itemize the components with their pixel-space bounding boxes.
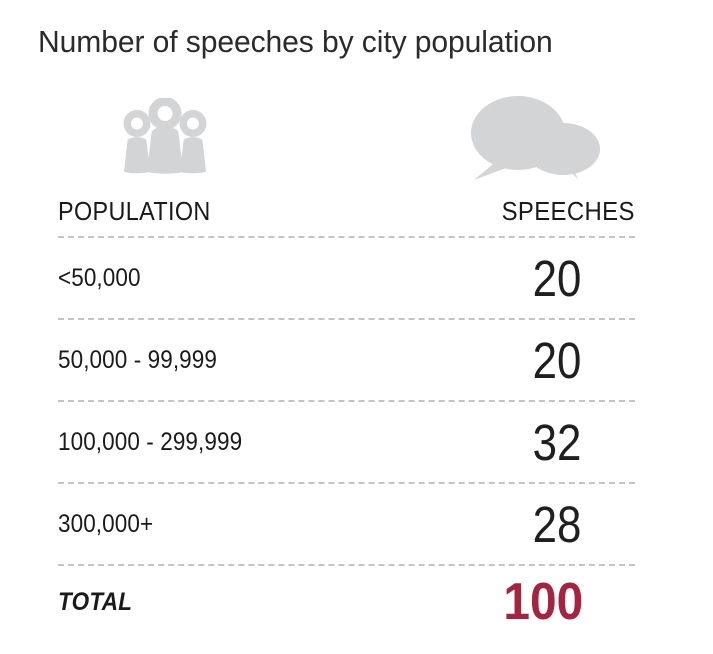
icon-band	[0, 92, 713, 180]
row-divider	[58, 482, 635, 484]
row-divider	[58, 400, 635, 402]
speeches-value: 20	[532, 331, 582, 389]
population-label: 300,000+	[58, 509, 154, 538]
page-title: Number of speeches by city population	[38, 24, 553, 59]
table-row: 50,000 - 99,999 20	[58, 320, 635, 400]
speeches-table: POPULATION SPEECHES <50,000 20 50,000 - …	[58, 186, 635, 638]
total-value: 100	[503, 573, 584, 631]
speeches-value: 20	[532, 249, 582, 307]
table-total-row: TOTAL 100	[58, 566, 635, 638]
people-group-icon	[113, 97, 217, 179]
total-label: TOTAL	[58, 587, 133, 616]
speeches-value: 32	[532, 413, 582, 471]
population-label: <50,000	[58, 263, 141, 292]
row-divider	[58, 236, 635, 238]
column-header-population: POPULATION	[58, 195, 211, 226]
table-row: 100,000 - 299,999 32	[58, 402, 635, 482]
population-label: 100,000 - 299,999	[58, 427, 243, 456]
row-divider	[58, 318, 635, 320]
population-label: 50,000 - 99,999	[58, 345, 217, 374]
speech-bubbles-icon	[468, 92, 600, 185]
row-divider	[58, 564, 635, 566]
table-header-row: POPULATION SPEECHES	[58, 186, 635, 236]
column-header-speeches: SPEECHES	[501, 196, 635, 226]
table-row: 300,000+ 28	[58, 484, 635, 564]
table-row: <50,000 20	[58, 238, 635, 318]
speeches-value: 28	[532, 495, 582, 553]
